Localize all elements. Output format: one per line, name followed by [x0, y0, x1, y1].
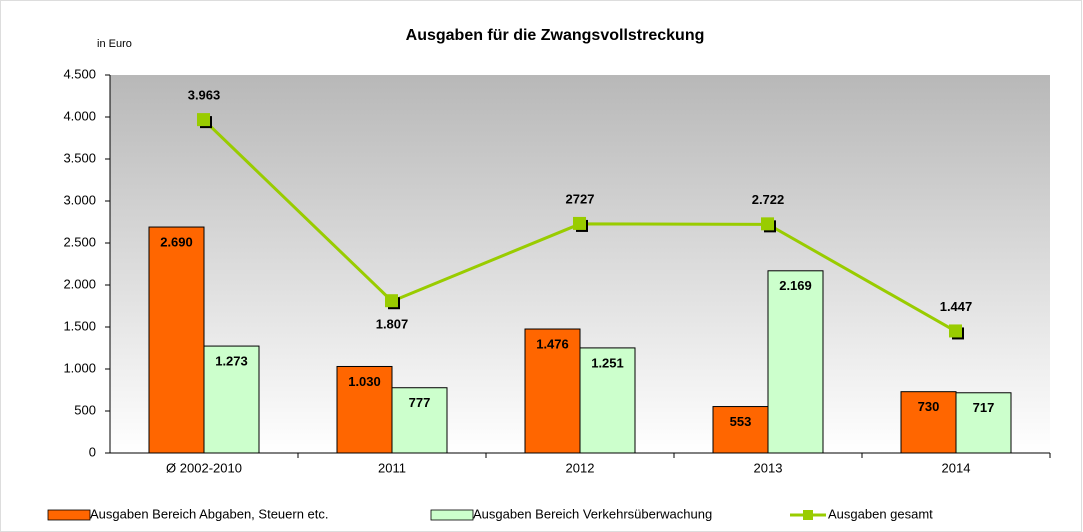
- legend-swatch: [430, 509, 474, 521]
- marker: [573, 216, 586, 230]
- y-tick-label: 0: [89, 444, 96, 459]
- data-label: 553: [730, 414, 752, 429]
- data-label: 1.476: [536, 336, 569, 351]
- y-tick-label: 500: [74, 402, 96, 417]
- legend-label: Ausgaben Bereich Abgaben, Steuern etc.: [90, 506, 329, 521]
- y-tick-label: 2.000: [63, 276, 96, 291]
- bar: [767, 270, 824, 454]
- marker: [197, 113, 210, 127]
- marker: [761, 217, 774, 231]
- marker: [385, 294, 398, 308]
- legend-swatch: [47, 509, 91, 521]
- y-tick-label: 4.000: [63, 108, 96, 123]
- data-label: 2.722: [752, 192, 785, 207]
- data-label: 1.807: [376, 317, 409, 332]
- bar: [579, 347, 636, 454]
- bar: [955, 392, 1012, 454]
- bar: [524, 328, 581, 454]
- x-tick-label: Ø 2002-2010: [166, 460, 242, 475]
- y-tick-label: 3.500: [63, 150, 96, 165]
- data-label: 730: [918, 399, 940, 414]
- x-tick-label: 2014: [942, 460, 971, 475]
- data-label: 1.251: [591, 355, 624, 370]
- data-label: 777: [409, 395, 431, 410]
- legend-label: Ausgaben gesamt: [828, 506, 933, 521]
- y-tick-label: 2.500: [63, 234, 96, 249]
- y-tick-label: 4.500: [63, 66, 96, 81]
- bar: [336, 365, 393, 454]
- data-label: 2727: [566, 191, 595, 206]
- data-label: 717: [973, 400, 995, 415]
- x-tick-label: 2012: [566, 460, 595, 475]
- y-tick-label: 3.000: [63, 192, 96, 207]
- legend-marker: [803, 510, 813, 520]
- x-tick-label: 2013: [754, 460, 783, 475]
- bar: [148, 226, 205, 454]
- chart-title: Ausgaben für die Zwangsvollstreckung: [406, 27, 705, 44]
- data-label: 1.030: [348, 374, 381, 389]
- data-label: 2.690: [160, 234, 193, 249]
- data-label: 1.447: [940, 299, 973, 314]
- data-label: 2.169: [779, 278, 812, 293]
- y-axis-label: in Euro: [97, 38, 132, 50]
- legend-label: Ausgaben Bereich Verkehrsüberwachung: [473, 506, 712, 521]
- y-tick-label: 1.000: [63, 360, 96, 375]
- bar: [391, 387, 448, 454]
- data-label: 1.273: [215, 354, 248, 369]
- data-label: 3.963: [188, 88, 221, 103]
- marker: [949, 324, 962, 338]
- bar: [203, 345, 260, 454]
- y-tick-label: 1.500: [63, 318, 96, 333]
- x-tick-label: 2011: [378, 460, 406, 475]
